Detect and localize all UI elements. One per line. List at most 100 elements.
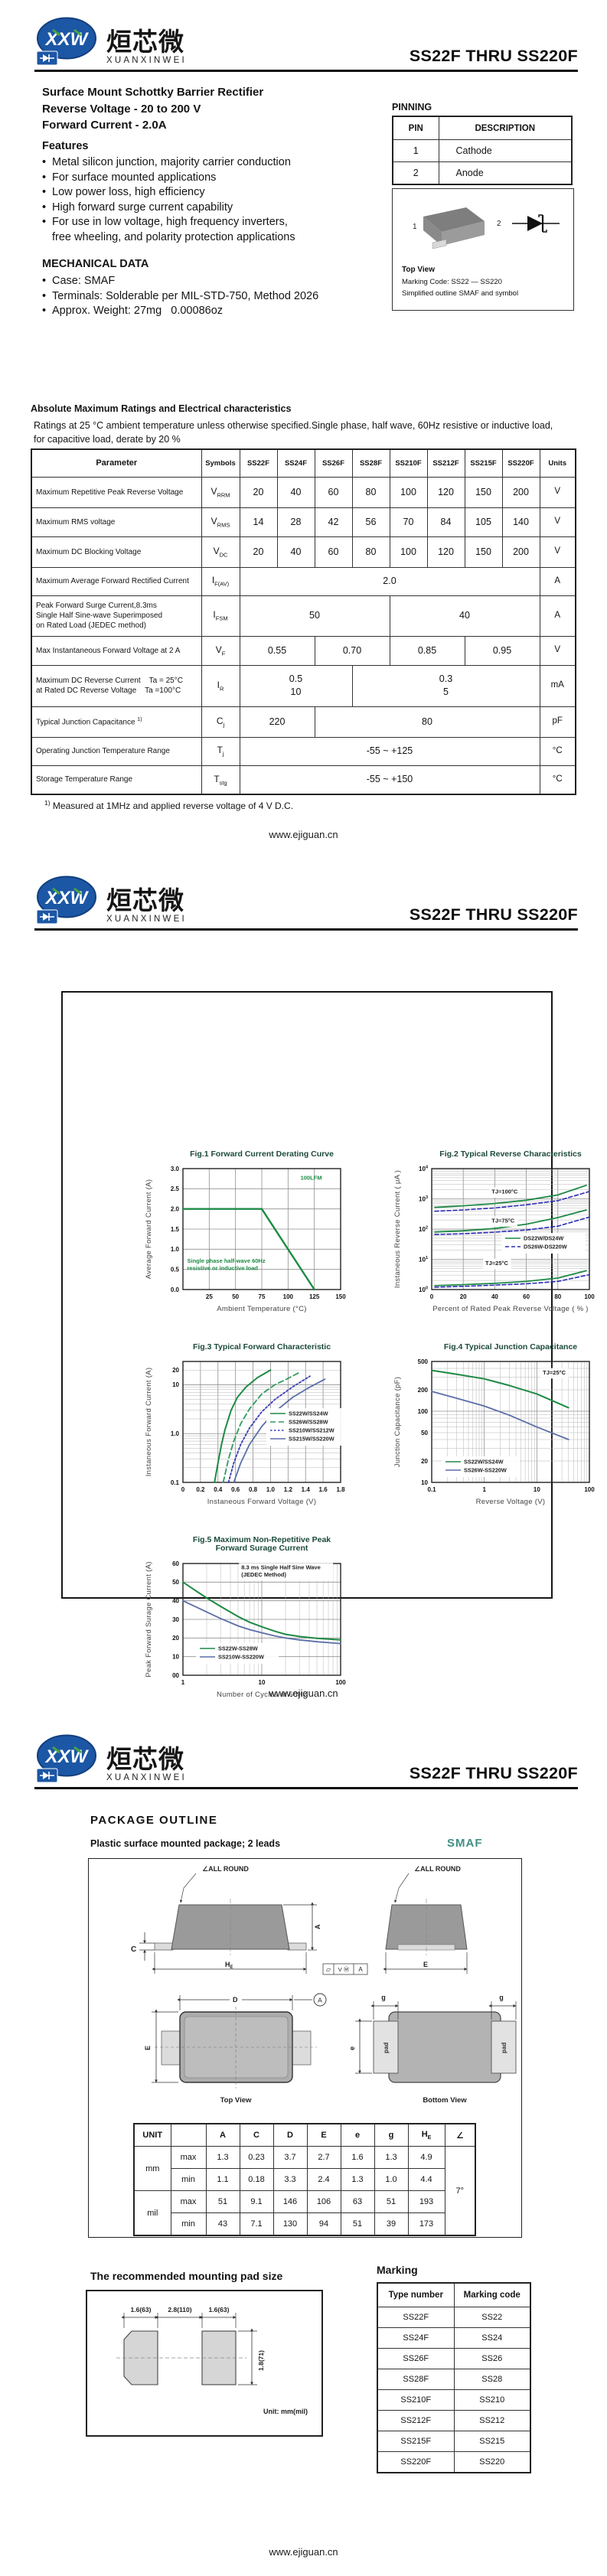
logo-letters: XXW <box>44 1746 90 1767</box>
table-row: SS26F SS26 <box>377 2348 531 2369</box>
doc-title: SS22F THRU SS220F <box>409 47 578 65</box>
table-row: Max Instantaneous Forward Voltage at 2 A… <box>31 635 576 666</box>
mounting-pad-drawing: 1.6(63) 2.8(110) 1.6(63) 1.8(71) Unit: m… <box>116 2306 308 2415</box>
svg-text:SS26W/SS28W: SS26W/SS28W <box>289 1419 328 1426</box>
svg-text:0.2: 0.2 <box>196 1486 205 1493</box>
svg-text:A: A <box>358 1966 363 1973</box>
svg-text:100: 100 <box>418 1408 429 1415</box>
headline-line: Forward Current - 2.0A <box>42 119 167 132</box>
svg-text:Fig.2 Typical Reverse Charact: Fig.2 Typical Reverse Characteristics <box>439 1149 582 1159</box>
doc-title: SS22F THRU SS220F <box>409 905 578 924</box>
ratings-table: Parameter Symbols SS22F SS24F SS26F SS28F SS21… <box>31 448 576 795</box>
svg-text:DS22W/DS24W: DS22W/DS24W <box>524 1235 563 1242</box>
svg-text:0.6: 0.6 <box>231 1486 240 1493</box>
svg-text:SS22W/SS24W: SS22W/SS24W <box>464 1459 504 1466</box>
schottky-diode-symbol-icon <box>512 214 560 233</box>
logo-diode-icon <box>40 54 54 62</box>
features-list: • Metal silicon junction, majority carrie… <box>42 155 295 245</box>
svg-text:1.2: 1.2 <box>284 1486 293 1493</box>
svg-text:1.0: 1.0 <box>171 1246 180 1253</box>
column-header: Units <box>539 448 576 478</box>
logo-company-en: XUANXINWEI <box>106 915 187 924</box>
svg-text:0: 0 <box>430 1293 434 1300</box>
logo-mark-icon: XXW <box>36 876 96 924</box>
svg-text:Fig.3 Typical Forward Charact: Fig.3 Typical Forward Characteristic <box>193 1342 331 1352</box>
column-header: Symbols <box>201 448 240 478</box>
table-row: Typical Junction Capacitance 1) Cj 220 80 pF <box>31 706 576 738</box>
svg-text:50: 50 <box>421 1430 428 1436</box>
svg-text:SS210W/SS212W: SS210W/SS212W <box>289 1427 335 1434</box>
svg-text:150: 150 <box>335 1293 346 1300</box>
pin1-label: 1 <box>413 223 417 231</box>
svg-text:0.8: 0.8 <box>249 1486 258 1493</box>
svg-text:30: 30 <box>172 1616 179 1623</box>
mechanical-data-list: • Case: SMAF • Terminals: Solderable per MI… <box>42 274 318 319</box>
mounting-pad-title: The recommended mounting pad size <box>90 2270 283 2282</box>
marking-code-note: Marking Code: SS22 — SS220 <box>402 278 502 286</box>
logo-green-accent-icon <box>52 28 82 37</box>
brand-logo: XXW 烜芯微 XUANXINWEI <box>34 16 187 67</box>
page-header: XXW 烜芯微 XUANXINWEI SS22F THRU SS220F <box>34 1734 578 1789</box>
bottom-view-drawing: pad pad g g e Bottom View <box>348 1994 517 2105</box>
svg-text:25: 25 <box>206 1293 213 1300</box>
svg-text:Fig.4 Typical Junction Capaci: Fig.4 Typical Junction Capacitance <box>444 1342 577 1352</box>
svg-text:resistive or inductive load: resistive or inductive load <box>187 1265 258 1272</box>
svg-text:101: 101 <box>419 1256 428 1264</box>
svg-text:20: 20 <box>172 1635 179 1642</box>
svg-text:Peak Forward Surage Current (A: Peak Forward Surage Current (A) <box>145 1561 153 1677</box>
svg-text:SS22W-SS28W: SS22W-SS28W <box>218 1645 258 1652</box>
svg-text:Bottom View: Bottom View <box>423 2096 467 2105</box>
svg-text:SS210W-SS220W: SS210W-SS220W <box>218 1654 264 1661</box>
svg-text:100: 100 <box>283 1293 294 1300</box>
logo-letters: XXW <box>44 888 90 908</box>
svg-text:1.6: 1.6 <box>319 1486 328 1493</box>
svg-text:Unit: mm(mil): Unit: mm(mil) <box>263 2408 308 2415</box>
svg-text:1.6(63): 1.6(63) <box>209 2306 230 2314</box>
svg-text:50: 50 <box>232 1293 239 1300</box>
footnote-text: Measured at 1MHz and applied reverse vol… <box>50 801 294 811</box>
svg-text:TJ=25°C: TJ=25°C <box>543 1369 566 1376</box>
logo-green-accent-icon <box>52 1746 82 1754</box>
svg-text:0.5: 0.5 <box>171 1266 180 1273</box>
svg-text:1.6(63): 1.6(63) <box>131 2306 152 2314</box>
svg-text:Instaneous Forward Voltage (V): Instaneous Forward Voltage (V) <box>207 1498 317 1506</box>
svg-text:20: 20 <box>460 1293 467 1300</box>
bullet-item: • For use in low voltage, high frequency … <box>42 216 295 243</box>
table-row: Maximum Average Forward Rectified Curren… <box>31 566 576 596</box>
table-row: Storage Temperature Range Tstg -55 ~ +150 °… <box>31 765 576 795</box>
column-header: SS24F <box>276 448 315 478</box>
svg-text:Instaneous Reverse Current ( μ: Instaneous Reverse Current ( μA ) <box>393 1170 402 1288</box>
fig3-typical-forward-characteristic: Fig.3 Typical Forward Characteristic 0 0.2… <box>135 1340 365 1528</box>
bullet-item: • Case: SMAF <box>42 275 116 287</box>
svg-text:100LFM: 100LFM <box>301 1175 322 1182</box>
table-row: Maximum Repetitive Peak Reverse Voltage V… <box>31 476 576 508</box>
svg-text:Number of Cycles at 60Hz: Number of Cycles at 60Hz <box>217 1691 307 1699</box>
headline: Surface Mount Schottky Barrier Rectifier… <box>42 84 263 134</box>
svg-text:60: 60 <box>523 1293 530 1300</box>
logo-mark-icon: XXW <box>36 17 96 66</box>
column-header: SS215F <box>464 448 503 478</box>
package-outline-subtitle: Plastic surface mounted package; 2 leads <box>90 1838 281 1849</box>
package-outline-drawing: ∠ALL ROUND C A <box>131 1865 517 2105</box>
svg-text:100: 100 <box>335 1679 346 1686</box>
logo-text: 烜芯微 XUANXINWEI <box>106 29 187 67</box>
logo-diode-icon <box>40 913 54 921</box>
logo-text: 烜芯微 XUANXINWEI <box>106 1746 187 1784</box>
pinning-table: PIN DESCRIPTION 1 Cathode 2 Anode <box>392 116 573 185</box>
svg-text:1.0: 1.0 <box>171 1430 180 1437</box>
marking-table-container: Type number Marking code SS22F SS22 SS24F SS2… <box>377 2282 531 2473</box>
table-row: 1 Cathode <box>392 139 573 162</box>
outline-symbol-box: 1 2 Top View Marking Code: SS22 — SS220 … <box>392 188 574 311</box>
table-row: SS215F SS215 <box>377 2431 531 2452</box>
side-view-drawing: ∠ALL ROUND C A <box>131 1865 368 1975</box>
table-row: Maximum DC Blocking Voltage VDC 20 40 60 80 10… <box>31 536 576 568</box>
table-row: SS220F SS220 <box>377 2451 531 2473</box>
footer-url: www.ejiguan.cn <box>269 829 338 840</box>
svg-text:TJ=25°C: TJ=25°C <box>485 1260 508 1267</box>
package-3d-icon <box>423 207 485 249</box>
doc-title: SS22F THRU SS220F <box>409 1764 578 1782</box>
svg-text:500: 500 <box>418 1358 429 1365</box>
mechanical-data-title: MECHANICAL DATA <box>42 258 149 270</box>
svg-text:Ambient Temperature (°C): Ambient Temperature (°C) <box>217 1305 306 1313</box>
fig2-typical-reverse-characteristics: Fig.2 Typical Reverse Characteristics 0 20… <box>384 1147 607 1335</box>
